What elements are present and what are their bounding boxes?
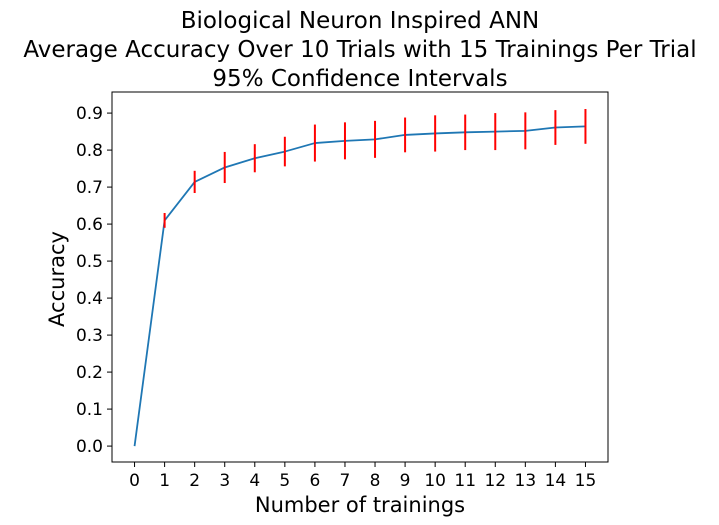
x-axis-label: Number of trainings (255, 493, 465, 517)
x-tick-label: 3 (219, 471, 230, 491)
x-tick-label: 9 (400, 471, 411, 491)
plot-area: 0 1 2 3 4 5 6 7 8 9 10 11 12 13 14 150.00.10.20.30.40.5… (76, 91, 609, 491)
x-tick-label: 13 (515, 471, 537, 491)
y-tick-label: 0.5 (76, 252, 103, 272)
x-tick-label: 10 (424, 471, 446, 491)
chart-title-line-1: Biological Neuron Inspired ANN (181, 8, 539, 34)
x-tick-label: 11 (454, 471, 476, 491)
x-tick-label: 2 (189, 471, 200, 491)
x-tick-label: 6 (309, 471, 320, 491)
y-tick-label: 0.9 (76, 104, 103, 124)
y-tick-label: 0.6 (76, 215, 103, 235)
y-tick-label: 0.8 (76, 141, 103, 161)
y-tick-label: 0.2 (76, 363, 103, 383)
y-axis-label: Accuracy (45, 231, 69, 327)
y-tick-label: 0.1 (76, 400, 103, 420)
y-tick-label: 0.7 (76, 178, 103, 198)
y-tick-label: 0.3 (76, 326, 103, 346)
x-tick-label: 15 (575, 471, 597, 491)
x-tick-label: 8 (370, 471, 381, 491)
x-tick-label: 4 (249, 471, 260, 491)
series-line (133, 125, 586, 447)
chart-title-line-2: Average Accuracy Over 10 Trials with 15 … (23, 37, 696, 63)
chart-title-line-3: 95% Confidence Intervals (212, 66, 507, 92)
x-tick-label: 7 (340, 471, 351, 491)
x-tick-label: 1 (159, 471, 170, 491)
y-tick-label: 0.4 (76, 289, 103, 309)
x-tick-label: 12 (484, 471, 506, 491)
x-tick-label: 5 (279, 471, 290, 491)
y-tick-label: 0.0 (76, 437, 103, 457)
plot-frame (111, 91, 609, 463)
x-tick-label: 0 (129, 471, 140, 491)
x-tick-label: 14 (545, 471, 567, 491)
